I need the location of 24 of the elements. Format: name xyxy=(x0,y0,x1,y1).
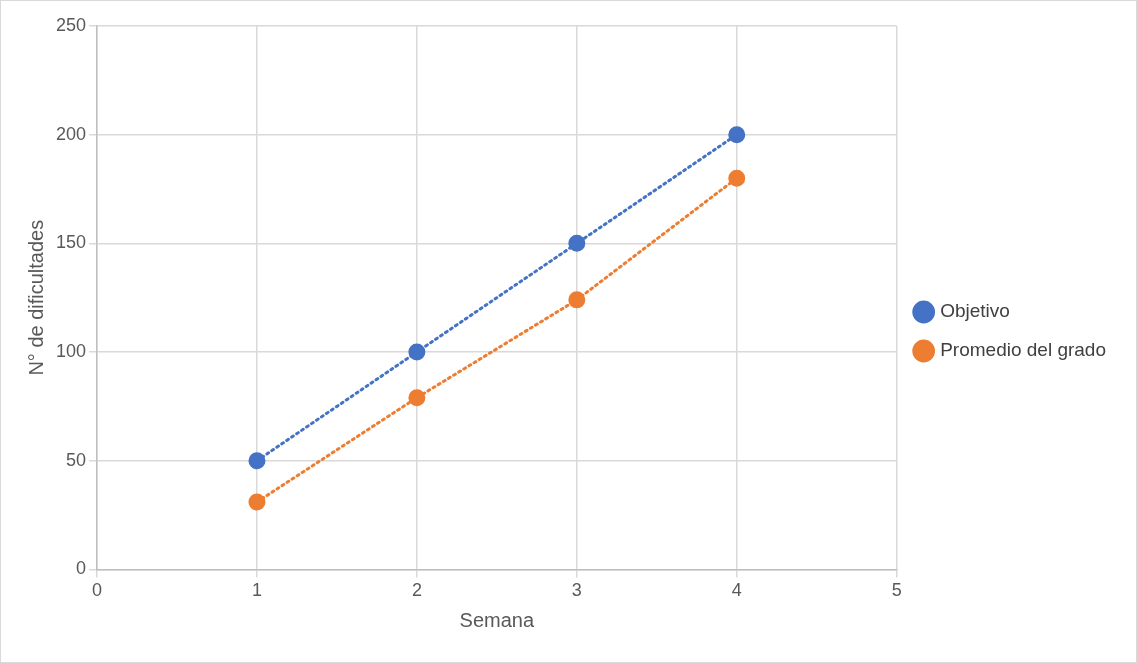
y-tick-label: 0 xyxy=(76,558,87,579)
x-tick-label: 4 xyxy=(731,580,742,601)
x-tick-label: 1 xyxy=(251,580,262,601)
point xyxy=(408,389,426,407)
x-tick-label: 3 xyxy=(571,580,582,601)
legend-label: Promedio del grado xyxy=(940,339,1106,361)
legend-label: Objetivo xyxy=(940,300,1010,322)
y-tick-label: 50 xyxy=(66,449,87,470)
x-axis-title: Semana xyxy=(459,608,535,631)
x-tick-label: 5 xyxy=(891,580,902,601)
point xyxy=(568,291,586,309)
y-tick-label: 250 xyxy=(55,14,87,35)
point xyxy=(408,343,426,361)
point xyxy=(728,126,746,144)
point xyxy=(728,169,746,187)
point xyxy=(248,452,266,470)
y-tick-label: 100 xyxy=(55,341,87,362)
y-tick-label: 150 xyxy=(55,232,87,253)
x-tick-label: 0 xyxy=(92,580,103,601)
y-tick-label: 200 xyxy=(55,123,87,144)
point xyxy=(248,493,266,511)
point xyxy=(568,234,586,252)
y-axis-title: N° de dificultades xyxy=(24,219,47,376)
x-tick-label: 2 xyxy=(411,580,422,601)
